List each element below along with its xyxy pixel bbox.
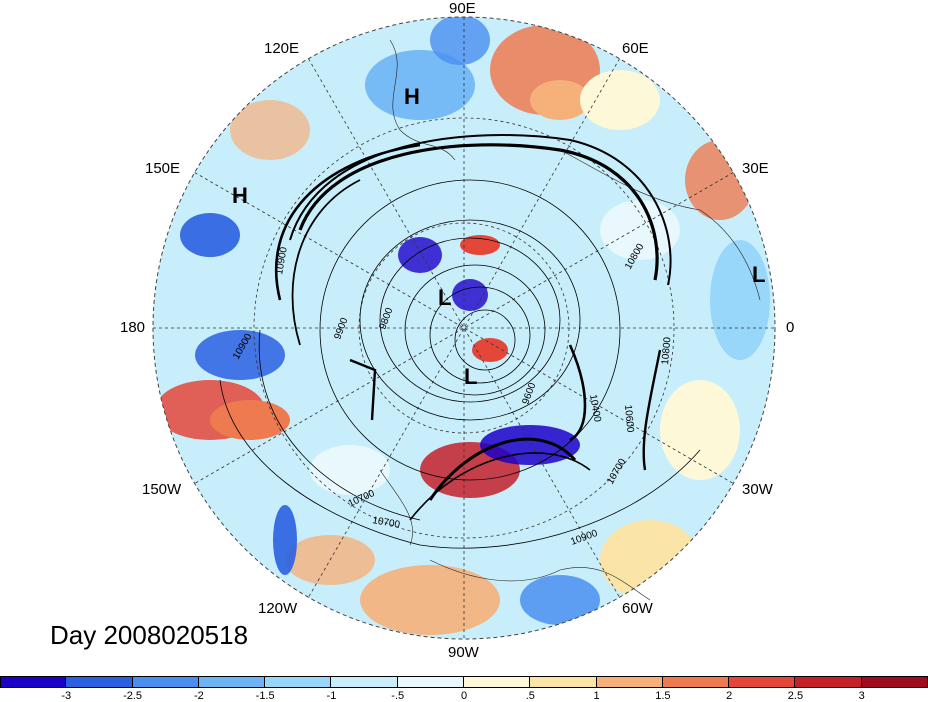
colorbar-tick-label: -3 [61,690,72,702]
day-title: Day 2008020518 [50,620,249,650]
contour-label: 10800 [660,336,673,365]
lon-label-60e: 60E [622,40,649,57]
lon-label-180: 180 [120,319,146,336]
contour-label: 10400 [587,394,603,424]
colorbar-segment [463,676,531,688]
colorbar-segment [530,676,597,688]
colorbar-segment [795,676,862,688]
low-pressure-marker: L [438,285,452,310]
colorbar-segment [198,676,266,688]
height-contours [219,134,701,549]
lon-label-30e: 30E [742,160,769,177]
colorbar-tick-label: 2.5 [787,690,804,702]
map-boundary [152,16,776,640]
high-pressure-marker: H [404,84,420,109]
lon-label-90w: 90W [448,644,479,661]
contour-label: 10700 [371,515,401,531]
colorbar-segment [596,676,663,688]
colorbar-segment [66,676,133,688]
contour-label: 10600 [622,404,635,433]
colorbar-tick-label: 0 [460,690,468,702]
colorbar-segment [265,676,332,688]
low-pressure-marker: L [752,262,766,287]
colorbar-segment [0,676,67,688]
colorbar-segment [132,676,199,688]
colorbar-frame [0,676,928,688]
coastlines [379,39,761,601]
lon-label-90e: 90E [449,0,476,17]
contour-label: 10900 [274,246,290,276]
colorbar-tick-label: 2 [726,690,733,702]
low-pressure-marker: L [464,364,478,389]
lon-label-120e: 120E [264,40,300,57]
colorbar-tick-label: 3 [858,690,865,702]
lon-label-30w: 30W [742,481,773,498]
high-pressure-marker: H [232,183,248,208]
colorbar-tick-label: 1 [593,690,600,702]
graticule [153,17,775,639]
colorbar-tick-label: .5 [525,690,535,702]
colorbar-tick-label: -1 [326,690,337,702]
colorbar [0,676,928,688]
colorbar-segment [662,676,730,688]
lon-label-150w: 150W [142,481,182,498]
lon-label-60w: 60W [622,600,653,617]
colorbar-tick-label: -1.5 [255,690,275,702]
colorbar-segment [729,676,796,688]
colorbar-tick-label: 1.5 [655,690,671,702]
colorbar-segment [397,676,464,688]
lon-label-0: 0 [786,319,795,336]
colorbar-tick-label: -2 [193,690,204,702]
colorbar-tick-label: -2.5 [123,690,143,702]
lon-label-150e: 150E [145,160,181,177]
colorbar-tick-label: -.5 [391,690,405,702]
colorbar-segment [331,676,398,688]
lon-label-120w: 120W [258,600,298,617]
